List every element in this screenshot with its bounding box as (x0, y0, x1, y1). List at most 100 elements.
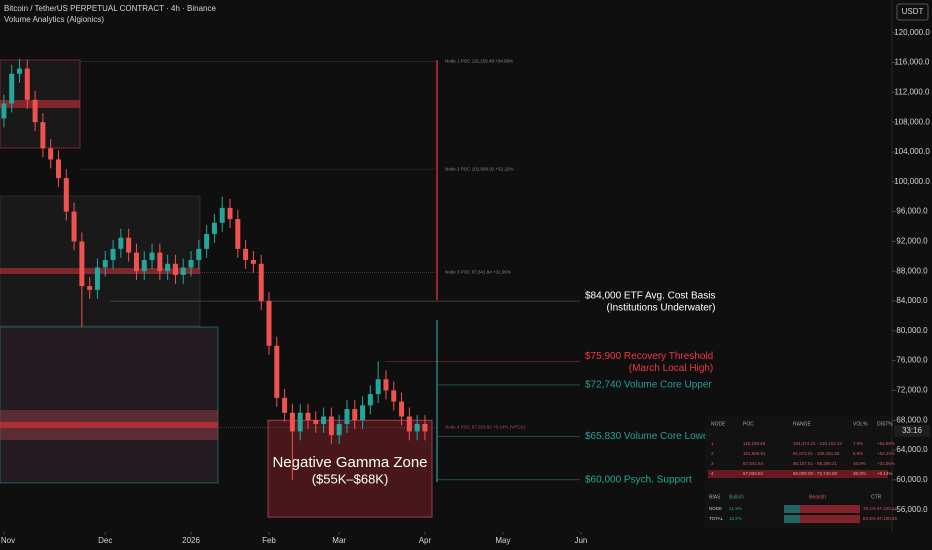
level-label: $75,900 Recovery Threshold (585, 351, 713, 362)
candle-body (126, 237, 132, 253)
candle-body (336, 423, 342, 436)
level-label: $60,000 Psych. Support (585, 474, 692, 485)
y-tick-label: 84,000.0 (896, 296, 928, 305)
bias-header: Bearish (809, 494, 826, 500)
candle-body (63, 178, 69, 212)
candle-body (79, 241, 85, 287)
candle-body (328, 416, 334, 436)
table-cell: 2 (711, 451, 714, 456)
y-tick-label: 88,000.0 (896, 266, 928, 275)
bias-cell: 16.2% (729, 516, 742, 521)
candle-body (55, 159, 61, 179)
currency-button[interactable] (896, 3, 929, 21)
table-cell: 80,157.51 - 98,288.21 (793, 461, 838, 466)
candle-body (274, 345, 280, 398)
bias-bar-bear (800, 515, 860, 523)
x-tick-label: 2026 (182, 536, 200, 545)
table-cell: 104,474.22 - 120,152.22 (793, 441, 843, 446)
countdown: 33:16 (902, 426, 923, 435)
table-cell: 38.3% (853, 471, 866, 476)
candle-body (149, 252, 155, 261)
bias-header: BIAS (709, 494, 721, 500)
candle-body (180, 267, 186, 275)
y-tick-label: 96,000.0 (896, 207, 928, 216)
chart-subtitle: Volume Analytics (Algionics) (4, 15, 104, 24)
y-tick-label: 104,000.0 (894, 147, 930, 156)
bias-cell: 78.1% (863, 506, 876, 511)
table-cell: 4 (711, 471, 714, 476)
candle-body (321, 416, 327, 424)
profile-poc (0, 422, 218, 428)
candle-body (110, 248, 116, 261)
y-tick-label: 108,000.0 (894, 117, 930, 126)
candle-body (297, 412, 303, 432)
candle-body (71, 211, 77, 242)
y-tick-label: 116,000.0 (895, 58, 931, 67)
bias-cell: 21.9% (729, 506, 742, 511)
table-cell: 87,841.84 (743, 461, 764, 466)
y-tick-label: 100,000.0 (894, 177, 930, 186)
x-tick-label: Mar (332, 536, 346, 545)
table-cell: 3 (711, 461, 714, 466)
candle-body (211, 222, 217, 234)
x-tick-label: Feb (262, 536, 276, 545)
x-tick-label: Dec (98, 536, 112, 545)
zone-label: Negative Gamma Zone (272, 454, 427, 471)
volume-profile (0, 59, 219, 484)
y-tick-label: 68,000.0 (896, 415, 928, 424)
candle-body (289, 412, 295, 432)
table-header: VOL% (853, 421, 868, 427)
candle-body (305, 412, 311, 421)
candle-body (352, 409, 358, 421)
bias-header: Bullish (729, 494, 744, 500)
table-highlight (708, 470, 888, 478)
profile-poc (0, 268, 200, 274)
gamma-zone (267, 419, 433, 518)
x-tick-label: May (495, 536, 510, 545)
candle-body (375, 379, 381, 395)
table-cell: 91,673.51 - 106,461.65 (793, 451, 840, 456)
table-cell: +52.22% (877, 451, 895, 456)
bias-bar-bull (784, 515, 800, 523)
candle-body (141, 260, 147, 272)
bias-cell: 83.8% (863, 516, 876, 521)
currency-label[interactable]: USDT (902, 7, 924, 16)
y-tick-label: 64,000.0 (896, 445, 928, 454)
candle-body (414, 423, 420, 432)
table-cell: +64.99% (877, 441, 895, 446)
x-tick-label: Apr (419, 536, 432, 545)
profile-poc (0, 100, 80, 108)
y-tick-label: 76,000.0 (896, 356, 928, 365)
bias-cell: NODE (709, 506, 722, 511)
candle-body (165, 263, 171, 272)
bias-header: CTR (871, 494, 882, 500)
profile-block (0, 326, 219, 484)
candle-body (282, 397, 288, 413)
candle-body (87, 286, 93, 290)
bias-cell: 67,100.45 (877, 516, 898, 521)
node-label: Node 2 POC 101,699.91 +52.22% (445, 166, 513, 171)
candle-body (266, 301, 272, 346)
bias-bar-bull (784, 505, 800, 513)
table-cell: +31.96% (877, 461, 895, 466)
candle-body (196, 248, 202, 261)
candle-body (250, 260, 256, 264)
candle-body (133, 252, 139, 272)
candle-body (360, 405, 366, 421)
table-cell: +0.14% (877, 471, 892, 476)
candle-body (258, 263, 264, 302)
table-cell: 60,000.00 - 72,740.00 (793, 471, 838, 476)
candle-body (227, 207, 233, 220)
candle-body (188, 260, 194, 268)
candle-body (235, 219, 241, 249)
candle-body (94, 267, 100, 290)
level-label: $65,830 Volume Core Lower (585, 431, 712, 442)
candle-body (243, 248, 249, 261)
candle-body (102, 260, 108, 268)
table-cell: 7.9% (853, 441, 863, 446)
candle-body (422, 423, 428, 432)
candle-body (204, 233, 210, 249)
candle-body (219, 207, 225, 223)
